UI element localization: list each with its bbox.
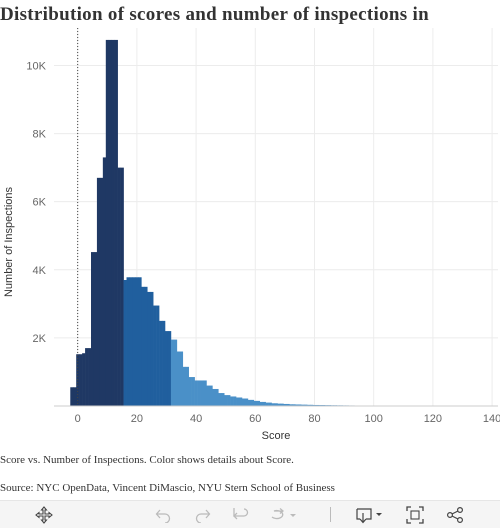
histogram-bar[interactable] <box>174 340 177 406</box>
x-tick-label: 20 <box>131 413 143 425</box>
histogram-bar[interactable] <box>201 380 204 406</box>
histogram-bar[interactable] <box>254 401 257 406</box>
histogram-bar[interactable] <box>94 252 97 406</box>
fullscreen-icon[interactable] <box>404 505 426 525</box>
histogram-bar[interactable] <box>135 277 138 406</box>
histogram-bar[interactable] <box>112 40 115 406</box>
y-tick-label: 4K <box>33 265 47 277</box>
histogram-bar[interactable] <box>159 321 162 406</box>
histogram-bar[interactable] <box>82 353 85 406</box>
histogram-bar[interactable] <box>124 280 127 406</box>
histogram-bar[interactable] <box>195 380 198 406</box>
histogram-bar[interactable] <box>177 352 180 406</box>
histogram-bar[interactable] <box>269 403 272 406</box>
histogram-bar[interactable] <box>221 393 224 406</box>
histogram-bar[interactable] <box>257 401 260 406</box>
histogram-bar[interactable] <box>76 354 79 406</box>
redo-icon[interactable] <box>192 505 214 525</box>
histogram-bar[interactable] <box>156 306 159 406</box>
histogram-bar[interactable] <box>183 367 186 406</box>
histogram-bar[interactable] <box>251 400 254 406</box>
y-tick-label: 6K <box>33 197 47 209</box>
toolbar-separator <box>330 507 331 522</box>
x-tick-label: 60 <box>249 413 261 425</box>
histogram-bar[interactable] <box>91 252 94 406</box>
histogram-bar[interactable] <box>212 389 215 406</box>
histogram-chart: 2K 4K 6K 8K 10K 0 20 40 60 80 100 120 140 Score Numb… <box>0 28 500 448</box>
histogram-bar[interactable] <box>236 397 239 406</box>
y-tick-label: 10K <box>26 60 46 72</box>
histogram-bar[interactable] <box>138 277 141 406</box>
histogram-bar[interactable] <box>141 287 144 406</box>
x-tick-label: 0 <box>75 413 81 425</box>
y-tick-label: 8K <box>33 129 47 141</box>
x-tick-label: 100 <box>365 413 383 425</box>
histogram-bar[interactable] <box>203 380 206 406</box>
chart-title: Distribution of scores and number of ins… <box>0 4 500 30</box>
download-icon[interactable] <box>354 505 386 525</box>
x-tick-label: 80 <box>308 413 320 425</box>
histogram-bar[interactable] <box>85 348 88 406</box>
x-tick-label: 140 <box>483 413 500 425</box>
histogram-bar[interactable] <box>180 352 183 406</box>
histogram-bar[interactable] <box>248 400 251 406</box>
histogram-bar[interactable] <box>88 348 91 406</box>
histogram-bar[interactable] <box>263 402 266 406</box>
histogram-bar[interactable] <box>165 331 168 406</box>
histogram-bar[interactable] <box>215 389 218 406</box>
revert-icon[interactable] <box>230 505 254 525</box>
histogram-bar[interactable] <box>97 178 100 406</box>
histogram-bar[interactable] <box>73 387 76 406</box>
histogram-bar[interactable] <box>162 321 165 406</box>
histogram-bar[interactable] <box>129 277 132 406</box>
histogram-bar[interactable] <box>230 396 233 406</box>
histogram-bar[interactable] <box>224 395 227 406</box>
histogram-bar[interactable] <box>218 393 221 406</box>
x-tick-label: 120 <box>424 413 442 425</box>
chart-source: Source: NYC OpenData, Vincent DiMascio, … <box>0 482 335 494</box>
bars-layer <box>70 40 414 407</box>
histogram-bar[interactable] <box>171 340 174 406</box>
histogram-bar[interactable] <box>121 168 124 406</box>
viz-toolbar <box>0 500 500 528</box>
histogram-bar[interactable] <box>266 403 269 406</box>
histogram-bar[interactable] <box>189 377 192 406</box>
move-icon[interactable] <box>34 505 54 525</box>
histogram-bar[interactable] <box>144 287 147 406</box>
histogram-bar[interactable] <box>206 386 209 406</box>
share-icon[interactable] <box>444 505 466 525</box>
y-tick-label: 2K <box>33 333 47 345</box>
refresh-icon[interactable] <box>268 505 298 525</box>
histogram-bar[interactable] <box>209 386 212 406</box>
histogram-bar[interactable] <box>147 292 150 406</box>
histogram-bar[interactable] <box>106 40 109 406</box>
histogram-bar[interactable] <box>132 277 135 406</box>
histogram-bar[interactable] <box>118 168 121 406</box>
histogram-bar[interactable] <box>192 377 195 406</box>
histogram-bar[interactable] <box>153 306 156 406</box>
histogram-bar[interactable] <box>150 292 153 406</box>
histogram-bar[interactable] <box>109 40 112 406</box>
histogram-bar[interactable] <box>70 387 73 406</box>
histogram-bar[interactable] <box>233 396 236 406</box>
histogram-bar[interactable] <box>168 331 171 406</box>
histogram-bar[interactable] <box>103 157 106 406</box>
histogram-bar[interactable] <box>242 399 245 406</box>
chart-description: Score vs. Number of Inspections. Color s… <box>0 454 294 466</box>
histogram-bar[interactable] <box>260 402 263 406</box>
histogram-bar[interactable] <box>227 395 230 406</box>
histogram-bar[interactable] <box>100 178 103 406</box>
x-tick-label: 40 <box>190 413 202 425</box>
histogram-bar[interactable] <box>127 277 130 406</box>
histogram-bar[interactable] <box>198 380 201 406</box>
histogram-bar[interactable] <box>245 399 248 406</box>
x-axis-title: Score <box>262 430 291 442</box>
histogram-bar[interactable] <box>239 397 242 406</box>
histogram-bar[interactable] <box>79 354 82 406</box>
undo-icon[interactable] <box>152 505 174 525</box>
y-axis-title: Number of Inspections <box>3 186 15 297</box>
histogram-bar[interactable] <box>115 40 118 406</box>
histogram-bar[interactable] <box>186 367 189 406</box>
